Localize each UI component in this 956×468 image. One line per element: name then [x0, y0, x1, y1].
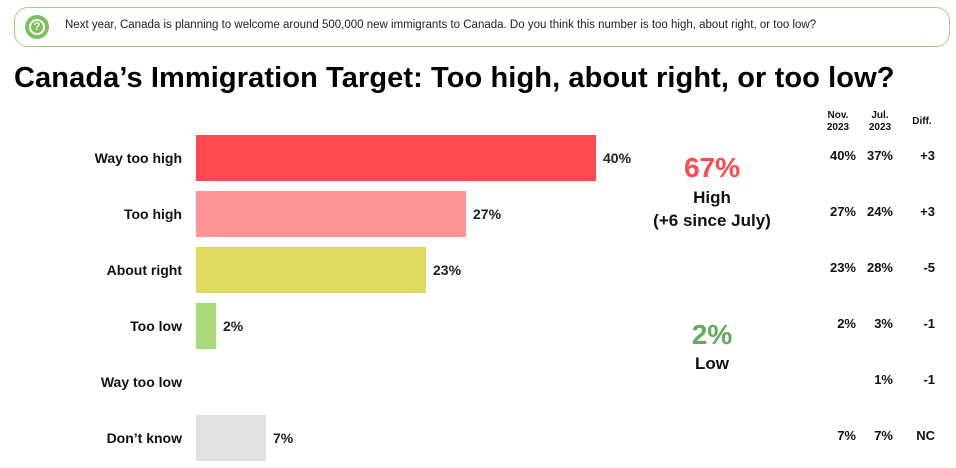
table-cell-jul-value: 3%	[874, 316, 893, 331]
value-label: 40%	[603, 150, 632, 166]
category-label: Don’t know	[107, 430, 183, 446]
bar	[196, 191, 466, 237]
summary-high-note: (+6 since July)	[653, 211, 771, 230]
value-label: 2%	[223, 318, 244, 334]
table-cell-jul-value: 37%	[866, 148, 893, 163]
table-cell-diff-value: -5	[923, 260, 935, 275]
question-box: ? Next year, Canada is planning to welco…	[14, 7, 950, 47]
table-header-jul: Jul. 2023	[868, 110, 892, 133]
table-cell-jul-value: 1%	[874, 372, 893, 387]
table-header-diff: Diff.	[912, 116, 932, 127]
category-label: Way too low	[101, 374, 182, 390]
bar	[196, 303, 216, 349]
bar	[196, 135, 596, 181]
summary-high-value: 67%	[683, 152, 741, 183]
table-cell-nov-value: 27%	[829, 204, 856, 219]
chart-title: Canada’s Immigration Target: Too high, a…	[14, 62, 895, 94]
table-cell-diff-value: +3	[920, 148, 935, 163]
table-cell-jul-value: 24%	[866, 204, 893, 219]
bar	[196, 247, 426, 293]
table-cell-diff-value: NC	[916, 428, 935, 443]
table-header-nov: Nov. 2023	[826, 110, 850, 133]
question-icon: ?	[25, 15, 49, 39]
value-label: 23%	[433, 262, 462, 278]
value-label: 7%	[273, 430, 294, 446]
bar	[196, 415, 266, 461]
category-label: Way too high	[95, 150, 182, 166]
category-label: Too high	[124, 206, 182, 222]
category-label: About right	[107, 262, 183, 278]
summary-high-label: High	[693, 188, 731, 207]
question-text: Next year, Canada is planning to welcome…	[65, 19, 817, 31]
table-cell-jul-value: 28%	[866, 260, 893, 275]
table-cell-nov-value: 23%	[829, 260, 856, 275]
table-cell-diff-value: +3	[920, 204, 935, 219]
category-label: Too low	[130, 318, 182, 334]
table-cell-nov-value: 2%	[837, 316, 856, 331]
table-cell-jul-value: 7%	[874, 428, 893, 443]
summary-low-value: 2%	[691, 319, 733, 350]
table-cell-nov-value: 7%	[837, 428, 856, 443]
summary-low-label: Low	[695, 354, 729, 373]
value-label: 27%	[473, 206, 502, 222]
table-cell-diff-value: -1	[923, 372, 935, 387]
table-cell-nov-value: 40%	[829, 148, 856, 163]
table-cell-diff-value: -1	[923, 316, 935, 331]
